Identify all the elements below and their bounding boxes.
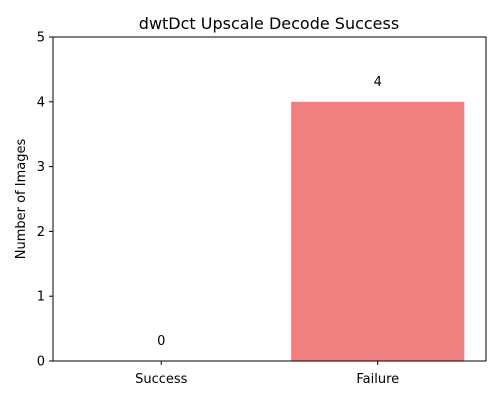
plot-frame [52,36,487,362]
y-tick-label: 4 [37,95,45,110]
data-label-failure: 4 [374,75,382,90]
y-tick-label: 0 [37,355,45,370]
y-tick-label: 1 [37,290,45,305]
y-axis-label: Number of Images [14,139,29,260]
chart-title: dwtDct Upscale Decode Success [139,14,399,33]
y-tick-label: 2 [37,225,45,240]
y-tick-label: 3 [37,160,45,175]
x-tick-label: Failure [356,372,399,387]
y-tick-label: 5 [37,31,45,46]
bar-failure [291,101,465,362]
x-tick-label: Success [135,372,188,387]
plot-area: 0 Success 4 Failure 0 1 2 3 4 5 [37,31,487,387]
data-label-success: 0 [157,334,165,349]
